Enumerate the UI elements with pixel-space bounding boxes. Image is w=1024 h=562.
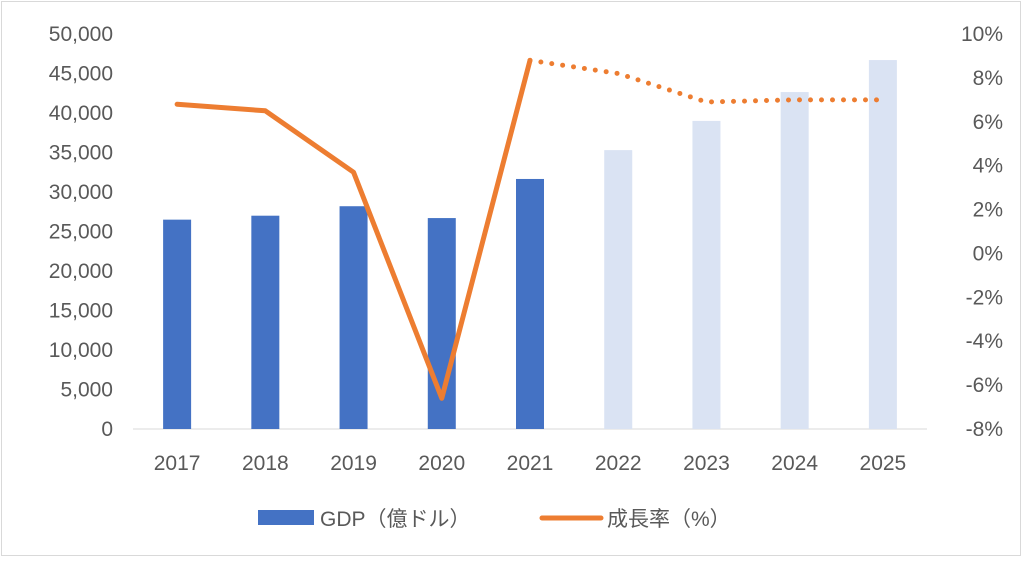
left-axis-tick-label: 50,000 [49,23,113,46]
left-axis-tick-label: 40,000 [49,102,113,125]
x-axis-tick-label: 2020 [418,452,465,475]
x-axis-tick-label: 2021 [507,452,554,475]
x-axis-tick-label: 2024 [771,452,818,475]
left-axis-tick-label: 0 [101,418,113,441]
legend-swatch-gdp [258,510,314,525]
x-axis-tick-label: 2017 [154,452,201,475]
left-axis-tick-label: 30,000 [49,181,113,204]
gdp-bar [868,60,897,429]
gdp-bar [251,215,280,429]
left-axis-tick-label: 20,000 [49,260,113,283]
x-axis-tick-label: 2023 [683,452,730,475]
right-axis-tick-label: -4% [966,330,1003,353]
left-axis-tick-label: 5,000 [60,379,113,402]
gdp-bar [339,206,368,429]
left-axis-tick-label: 25,000 [49,221,113,244]
gdp-bar [163,219,192,429]
right-axis-tick-label: 6% [973,111,1003,134]
right-axis-tick-label: 8% [973,67,1003,90]
x-axis-tick-label: 2025 [860,452,907,475]
gdp-bar [516,178,544,429]
x-axis-tick-label: 2018 [242,452,289,475]
right-axis-tick-label: -6% [966,374,1003,397]
gdp-bar [692,120,721,430]
growth-rate-line-forecast [527,57,886,105]
x-axis-tick-label: 2022 [595,452,642,475]
right-axis-tick-label: -8% [966,418,1003,441]
gdp-bar [780,92,809,429]
left-axis-tick-label: 10,000 [49,339,113,362]
legend-label-gdp: GDP（億ドル） [320,508,471,531]
gdp-bar [604,150,633,429]
right-axis-tick-label: 4% [973,155,1003,178]
legend-label-growth: 成長率（%） [607,508,731,531]
growth-rate-line-actual [174,57,533,401]
right-axis-tick-label: 0% [973,242,1003,265]
right-axis-tick-label: -2% [966,286,1003,309]
left-axis-tick-label: 35,000 [49,142,113,165]
left-axis-tick-label: 15,000 [49,300,113,323]
x-axis-tick-label: 2019 [330,452,377,475]
left-axis-tick-label: 45,000 [49,63,113,86]
right-axis-tick-label: 2% [973,199,1003,222]
right-axis-tick-label: 10% [961,23,1003,46]
